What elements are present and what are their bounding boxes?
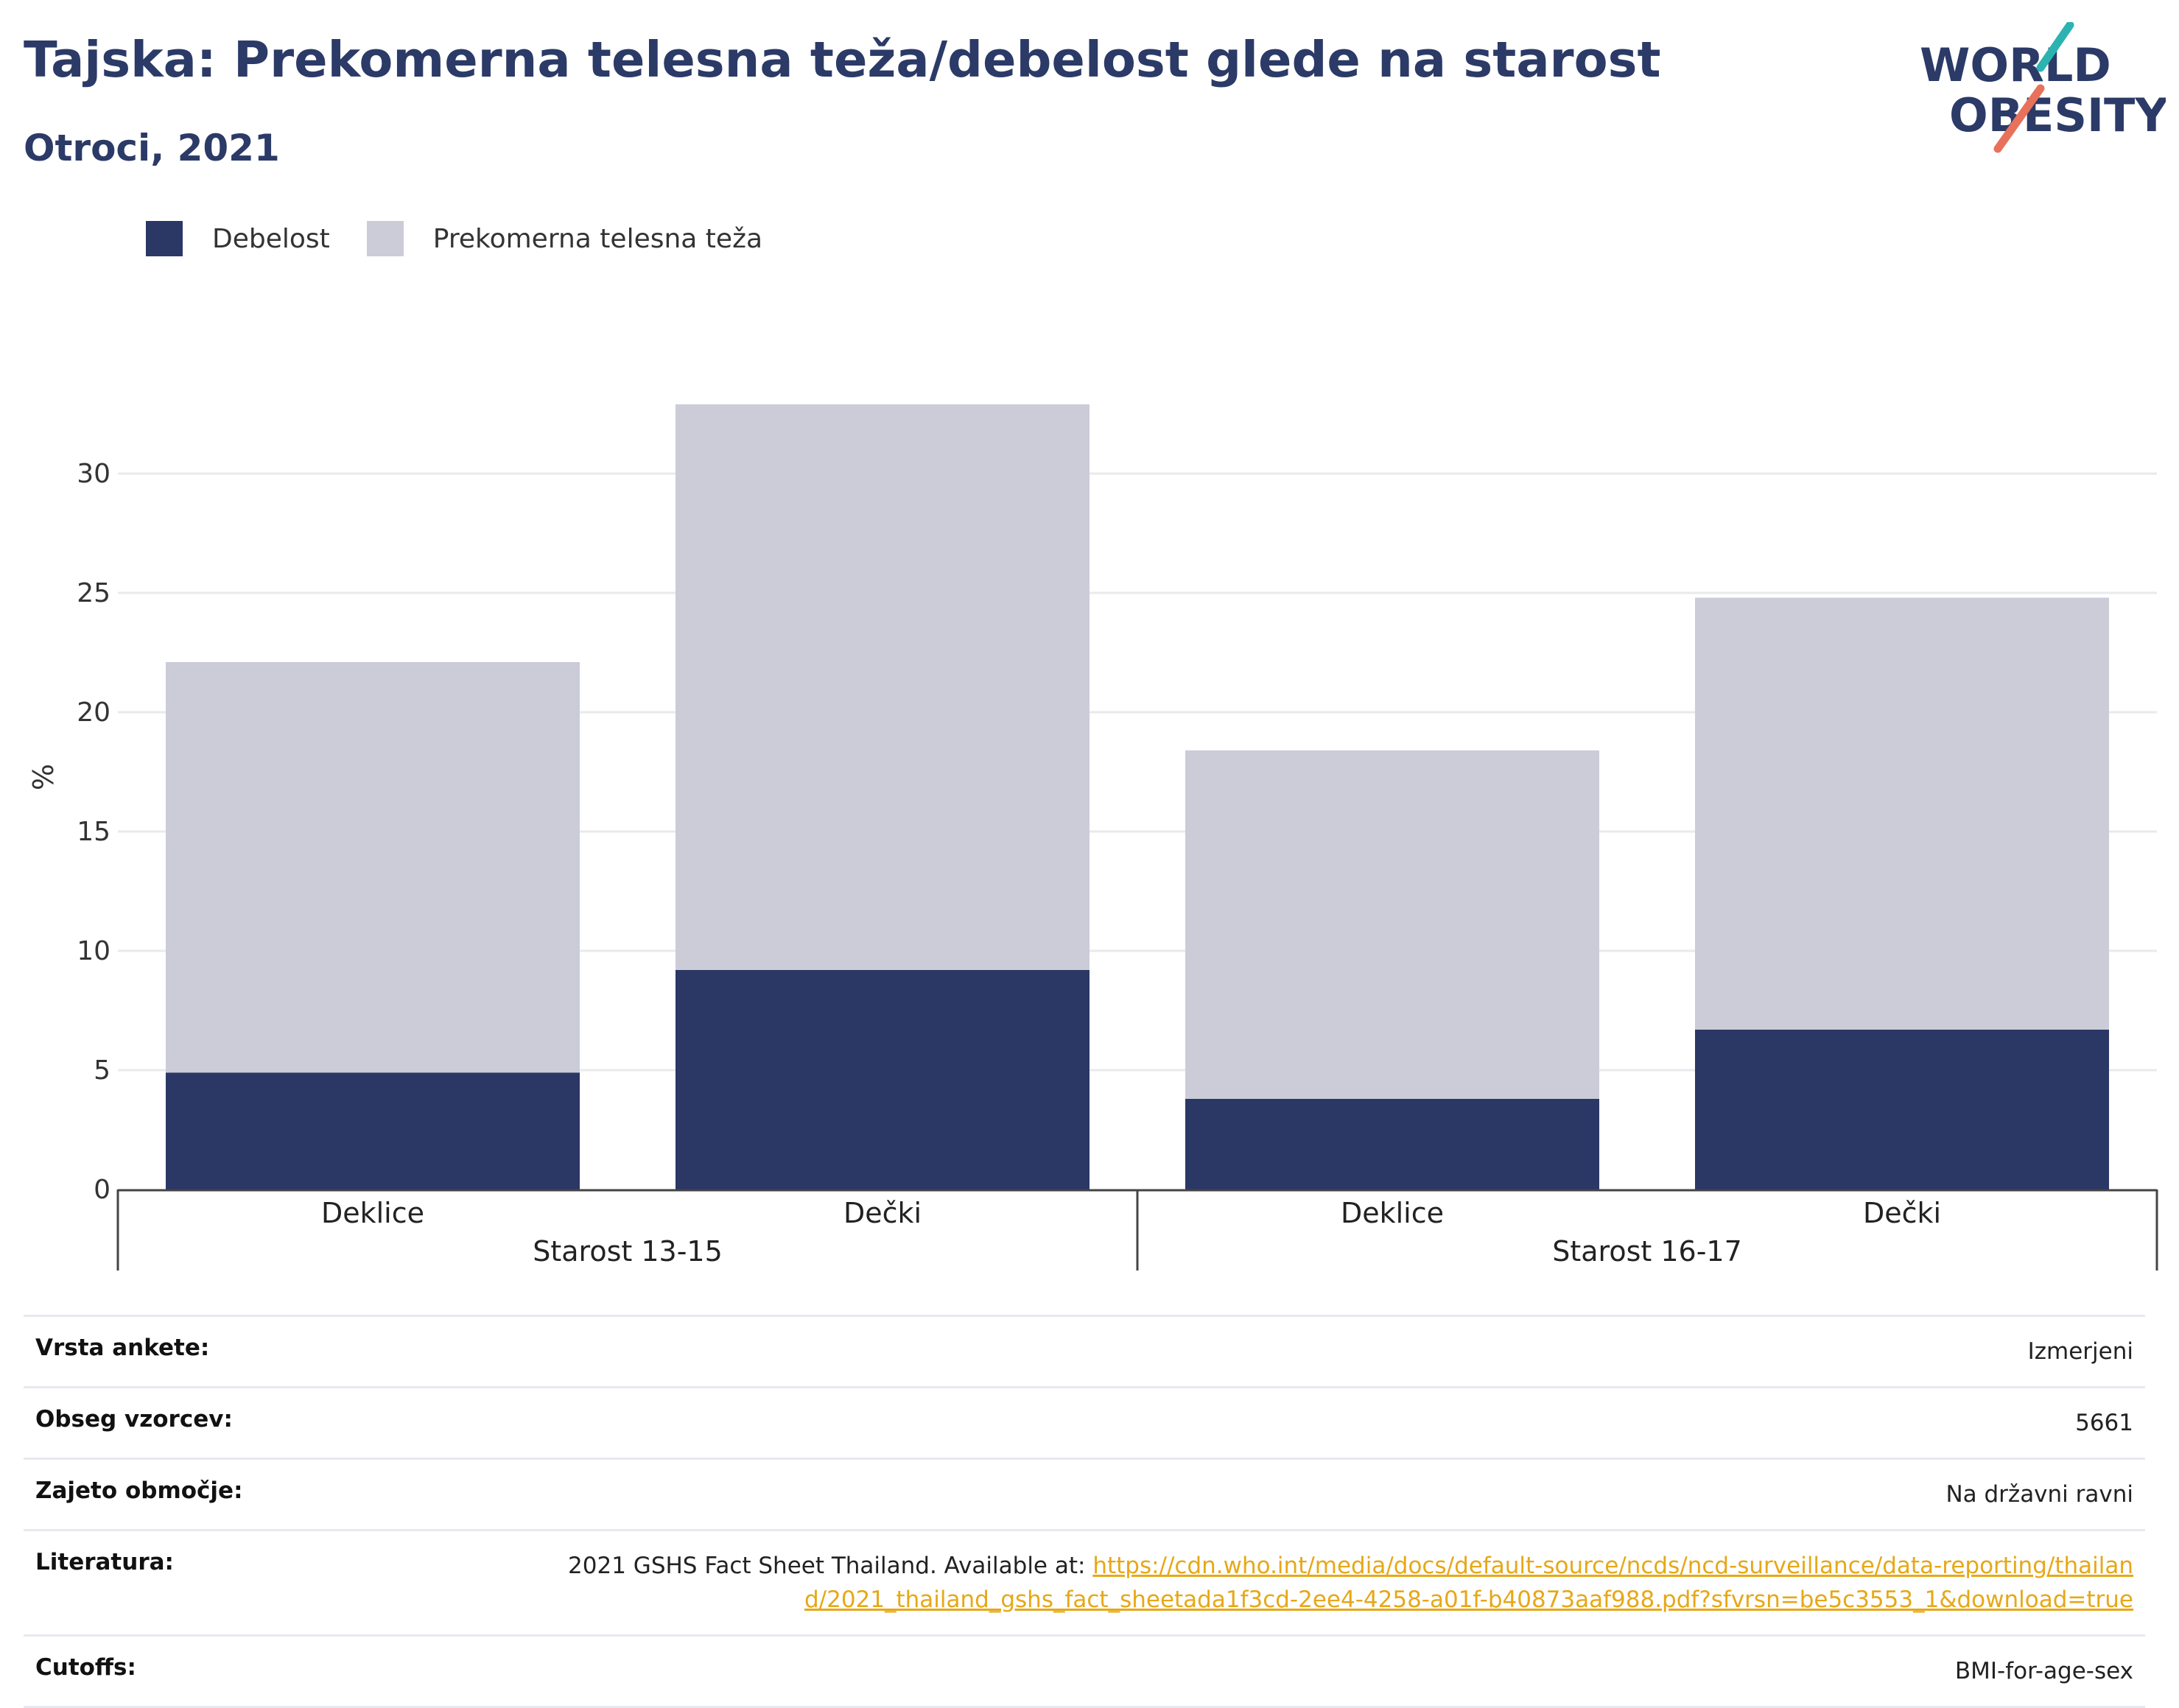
legend-item-obesity[interactable]: Debelost (146, 221, 330, 256)
x-category-label: Deklice (1341, 1197, 1444, 1229)
x-group-label: Starost 16-17 (1552, 1235, 1742, 1268)
meta-label: Literatura: (35, 1549, 174, 1575)
x-category-label: Dečki (843, 1197, 922, 1229)
y-tick-label: 30 (77, 459, 110, 489)
y-tick-label: 15 (77, 817, 110, 847)
meta-row-sample-size: Obseg vzorcev: 5661 (24, 1386, 2145, 1458)
x-group-label: Starost 13-15 (533, 1235, 723, 1268)
legend-label-overweight: Prekomerna telesna teža (432, 223, 763, 254)
logo-text-world: WORLD (1920, 38, 2111, 92)
world-obesity-logo: WORLD OBESITY (1920, 22, 2166, 153)
meta-label: Cutoffs: (35, 1654, 136, 1681)
y-tick-label: 5 (94, 1055, 110, 1086)
y-tick-label: 10 (77, 936, 110, 966)
legend-swatch-overweight (366, 221, 404, 256)
stacked-bar-chart: 0 5 10 15 20 25 30% Deklice Dečki Deklice Dečki Sta… (27, 404, 2158, 1271)
y-tick-label: 20 (77, 697, 110, 728)
page-title: Tajska: Prekomerna telesna teža/debelost… (24, 31, 1661, 88)
bar-overweight (676, 404, 1090, 970)
meta-value: 2021 GSHS Fact Sheet Thailand. Available… (35, 1549, 2133, 1617)
page-subtitle: Otroci, 2021 (24, 127, 280, 169)
bar-obesity (1695, 1029, 2109, 1189)
meta-row-survey-type: Vrsta ankete: Izmerjeni (24, 1315, 2145, 1386)
logo-slash-teal (2036, 22, 2074, 72)
y-tick-label: 25 (77, 578, 110, 608)
meta-label: Zajeto območje: (35, 1477, 243, 1504)
reference-text: 2021 GSHS Fact Sheet Thailand. Available… (568, 1553, 1093, 1579)
meta-value: Na državni ravni (1945, 1481, 2133, 1508)
x-category-label: Deklice (321, 1197, 424, 1229)
meta-value: Izmerjeni (2027, 1338, 2133, 1365)
y-tick-label: 0 (94, 1175, 110, 1205)
bar-obesity (676, 969, 1090, 1189)
bar-overweight (166, 661, 580, 1073)
meta-value: 5661 (2075, 1410, 2133, 1436)
metadata-table: Vrsta ankete: Izmerjeni Obseg vzorcev: 5… (24, 1315, 2145, 1708)
logo-text-obesity: OBESITY (1949, 88, 2166, 142)
legend-swatch-obesity (146, 221, 183, 256)
meta-label: Obseg vzorcev: (35, 1406, 233, 1433)
meta-row-reference: Literatura: 2021 GSHS Fact Sheet Thailan… (24, 1529, 2145, 1634)
meta-value: BMI-for-age-sex (1954, 1658, 2133, 1684)
legend-label-obesity: Debelost (212, 223, 330, 254)
x-category-label: Dečki (1863, 1197, 1941, 1229)
bar-obesity (166, 1072, 580, 1189)
y-axis-label: % (27, 764, 60, 790)
legend-item-overweight[interactable]: Prekomerna telesna teža (366, 221, 763, 256)
bar-overweight (1695, 597, 2109, 1030)
bar-overweight (1185, 750, 1599, 1099)
meta-row-cutoffs: Cutoffs: BMI-for-age-sex (24, 1634, 2145, 1708)
logo-slash-coral (1993, 84, 2045, 153)
bar-obesity (1185, 1098, 1599, 1189)
meta-label: Vrsta ankete: (35, 1335, 210, 1361)
meta-row-coverage: Zajeto območje: Na državni ravni (24, 1458, 2145, 1529)
reference-link[interactable]: https://cdn.who.int/media/docs/default-s… (804, 1553, 2133, 1613)
chart-legend: Debelost Prekomerna telesna teža (146, 219, 799, 258)
